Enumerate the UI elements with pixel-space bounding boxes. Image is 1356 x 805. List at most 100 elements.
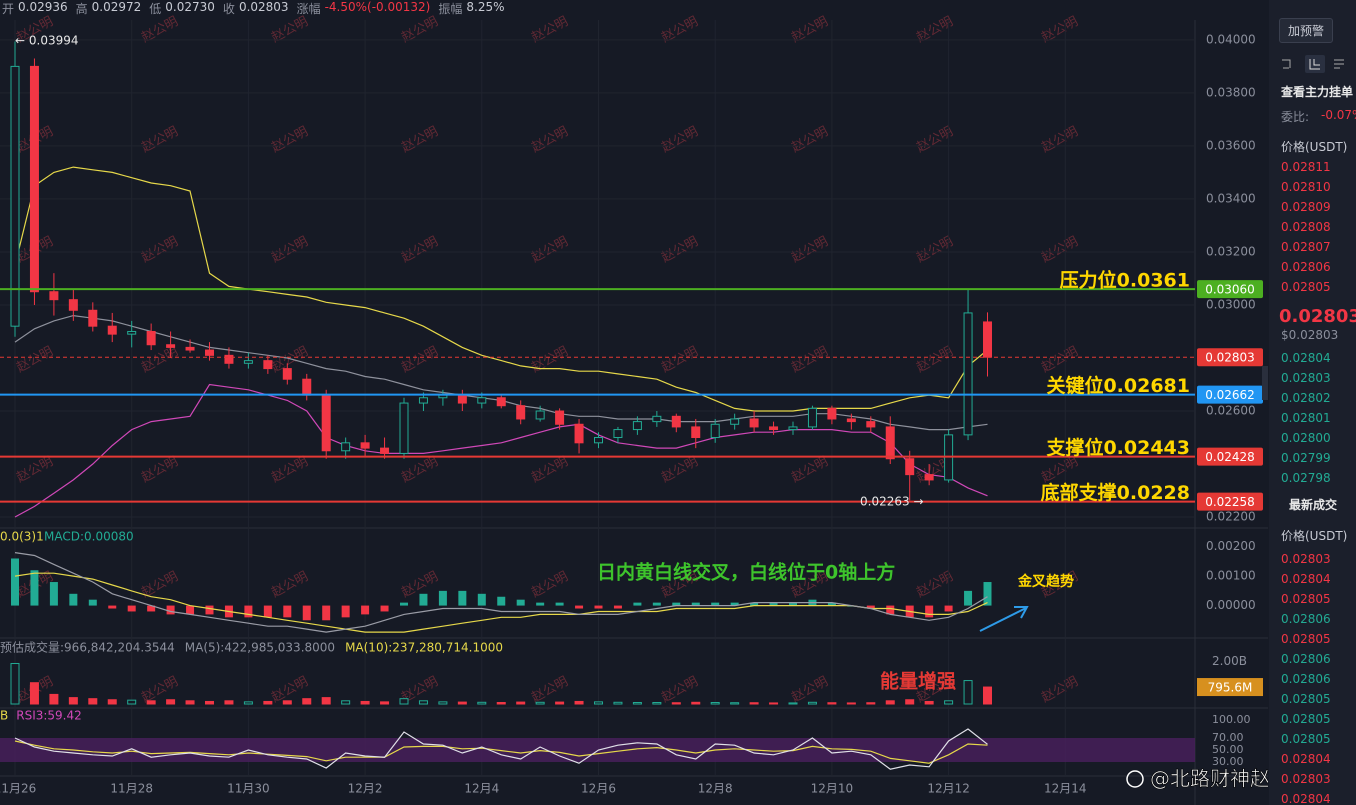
high-annotation: ← 0.03994 bbox=[15, 34, 79, 48]
rsi-tick-label: 100.00 bbox=[1212, 713, 1251, 726]
ask-price: 0.02807 bbox=[1281, 240, 1331, 254]
header-value: 8.25% bbox=[466, 0, 505, 14]
trade-price: 0.02805 bbox=[1281, 692, 1331, 706]
price-tag-label: 0.02258 bbox=[1205, 495, 1255, 509]
macd-tick-label: 0.00200 bbox=[1206, 539, 1256, 553]
volume-bar bbox=[88, 698, 98, 705]
trade-price: 0.02806 bbox=[1281, 672, 1331, 686]
candle-body bbox=[535, 410, 545, 420]
rsi-tick-label: 70.00 bbox=[1212, 731, 1244, 744]
ask-price: 0.02805 bbox=[1281, 280, 1331, 294]
volume-label: MA(10):237,280,714.1000 bbox=[345, 641, 503, 655]
bid-price: 0.02799 bbox=[1281, 451, 1331, 465]
candle-body bbox=[594, 437, 603, 444]
y-tick-label: 0.04000 bbox=[1206, 32, 1256, 46]
price-tag-label: 0.02662 bbox=[1205, 388, 1255, 402]
volume-bar bbox=[185, 700, 195, 705]
trade-price: 0.02806 bbox=[1281, 612, 1331, 626]
icon[interactable] bbox=[1334, 59, 1344, 69]
price-tag bbox=[1197, 492, 1263, 511]
x-tick-label: 12月2 bbox=[348, 782, 383, 796]
collapse-handle[interactable] bbox=[1262, 366, 1268, 400]
volume-label: 预估成交量:966,842,204.3544 bbox=[0, 640, 175, 655]
volume-bar bbox=[866, 702, 876, 705]
trades-header: 价格(USDT) bbox=[1281, 529, 1348, 543]
indicator-line bbox=[14, 728, 988, 770]
x-tick-label: 12月4 bbox=[464, 782, 499, 796]
candle-body bbox=[457, 394, 467, 404]
y-tick-label: 0.03600 bbox=[1206, 138, 1256, 152]
macd-bar bbox=[497, 596, 506, 606]
ohlc-header: 开 0.02936 高 0.02972 低 0.02730 收 0.02803 涨幅 -4.50%… bbox=[2, 0, 509, 17]
header-label: 收 bbox=[222, 2, 235, 16]
candle-body bbox=[691, 426, 701, 439]
volume-bar bbox=[224, 700, 234, 705]
candle-body bbox=[749, 418, 759, 428]
candle-body bbox=[224, 354, 234, 364]
background bbox=[0, 0, 1268, 805]
ask-price: 0.02808 bbox=[1281, 220, 1331, 234]
last-price-usd: $0.02803 bbox=[1281, 328, 1339, 342]
macd-bar bbox=[400, 602, 408, 606]
volume-bar bbox=[282, 700, 292, 705]
macd-bar bbox=[147, 605, 156, 612]
side-panel: 加预警 查看主力挂单 委比: -0.07% 价格(USDT) 0.02803 $… bbox=[1269, 0, 1356, 805]
bid-price: 0.02803 bbox=[1281, 371, 1331, 385]
golden-cross-note: 金叉趋势 bbox=[1017, 573, 1074, 590]
macd-bar bbox=[108, 605, 117, 609]
candle-body bbox=[730, 418, 740, 425]
volume-bar bbox=[477, 701, 487, 705]
volume-bar bbox=[944, 700, 954, 705]
volume-bar bbox=[827, 702, 837, 705]
candle-body bbox=[302, 378, 312, 396]
header-label: 开 bbox=[2, 2, 15, 16]
level-text: 关键位0.02681 bbox=[1046, 374, 1190, 397]
credit-group: @北路财神赵公明 bbox=[1126, 766, 1268, 791]
candle-body bbox=[107, 325, 117, 335]
candle-body bbox=[555, 410, 565, 425]
ratio: -0.07% bbox=[1321, 108, 1356, 122]
volume-tick-label: 2.00B bbox=[1212, 654, 1247, 668]
indicator-line bbox=[14, 552, 988, 633]
macd-bar bbox=[127, 605, 136, 612]
macd-bar bbox=[244, 605, 253, 618]
volume-bar bbox=[29, 682, 39, 705]
level-text: 支撑位0.02443 bbox=[1045, 436, 1190, 459]
volume-bar bbox=[146, 700, 156, 705]
macd-bar bbox=[886, 605, 895, 615]
orders-title[interactable]: 查看主力挂单 bbox=[1281, 85, 1354, 99]
price-tag bbox=[1197, 280, 1263, 299]
macd-bar bbox=[536, 602, 545, 606]
alert-button[interactable]: 加预警 bbox=[1279, 18, 1334, 43]
icon[interactable] bbox=[1282, 59, 1291, 69]
trade-price: 0.02803 bbox=[1281, 772, 1331, 786]
candle-body bbox=[29, 65, 39, 293]
volume-label: MA(5):422,985,033.8000 bbox=[185, 641, 335, 655]
volume-bar bbox=[983, 686, 992, 705]
macd-bar bbox=[341, 605, 350, 618]
macd-bar bbox=[866, 605, 875, 609]
macd-bar bbox=[11, 558, 19, 606]
bid-price: 0.02804 bbox=[1281, 351, 1331, 365]
volume-bar bbox=[788, 702, 798, 705]
volume-bar bbox=[691, 701, 701, 705]
volume-bar bbox=[652, 702, 662, 705]
volume-bar bbox=[516, 701, 526, 705]
volume-bar bbox=[710, 702, 720, 705]
price-tag-label: 0.02428 bbox=[1205, 450, 1255, 464]
icon[interactable] bbox=[1305, 55, 1325, 73]
candle-body bbox=[146, 330, 156, 346]
bid-price: 0.02802 bbox=[1281, 391, 1331, 405]
volume-bar bbox=[885, 700, 895, 705]
candle-body bbox=[341, 442, 351, 452]
candle-body bbox=[632, 421, 642, 431]
price-tag-label: 0.02803 bbox=[1205, 351, 1255, 365]
volume-bar bbox=[107, 699, 117, 705]
level-text: 压力位0.0361 bbox=[1060, 269, 1190, 292]
volume-bar bbox=[127, 699, 137, 705]
toolbar-icons bbox=[1282, 55, 1344, 73]
rsi-label: RSI3:59.42 bbox=[16, 709, 82, 723]
candle-body bbox=[613, 429, 623, 439]
trades-title[interactable]: 最新成交 bbox=[1289, 498, 1338, 512]
